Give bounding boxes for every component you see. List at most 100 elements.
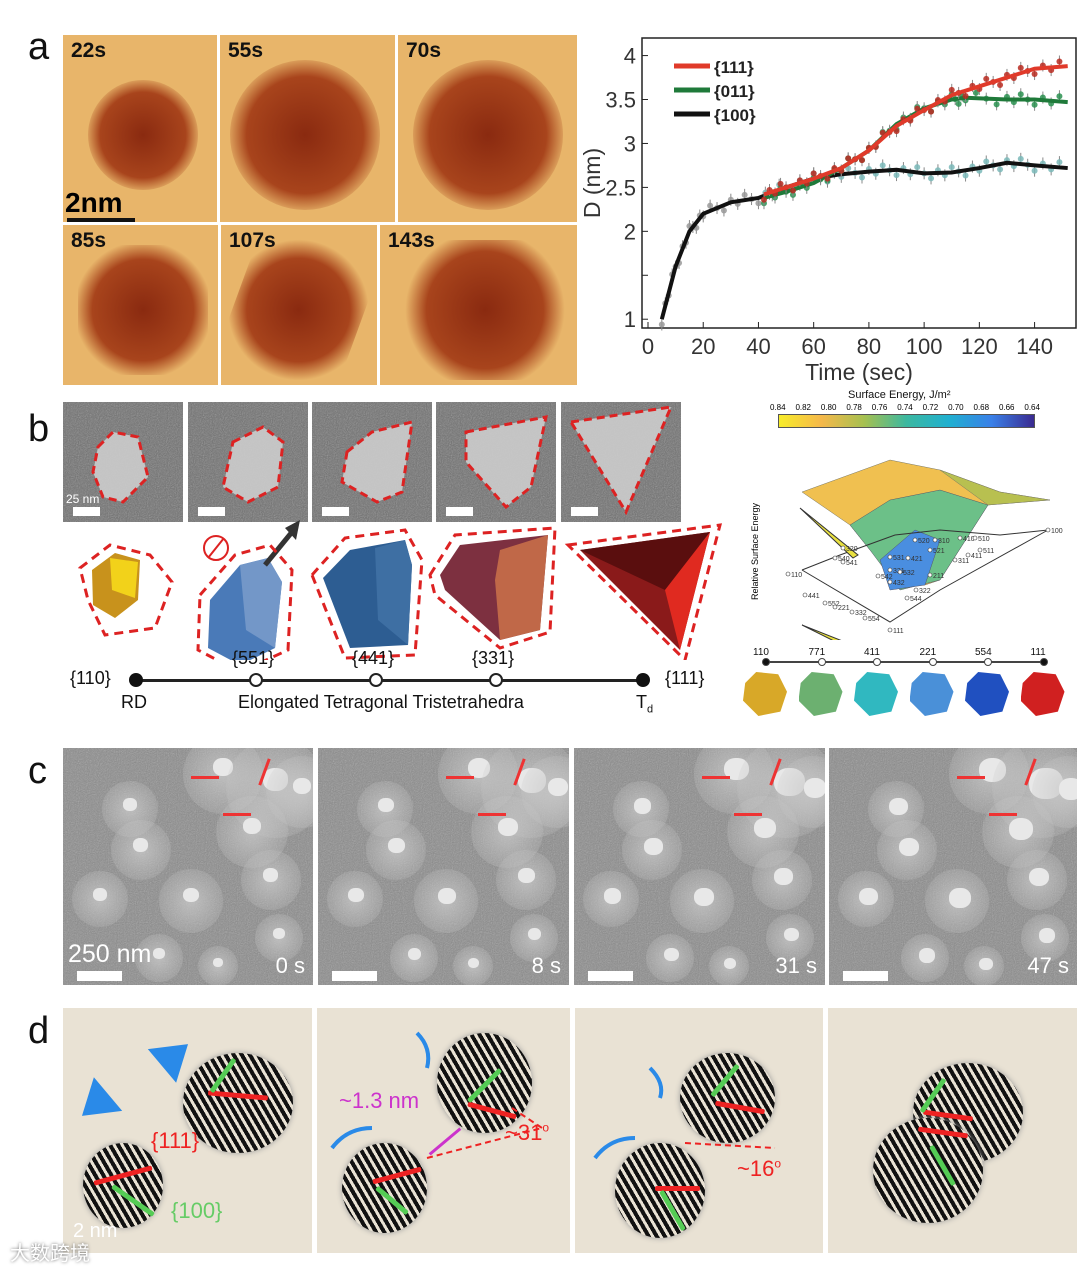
surface-point-label: 441 bbox=[808, 593, 820, 600]
arrow bbox=[263, 530, 294, 567]
surface-point-label: 554 bbox=[868, 616, 880, 623]
colorbar-ticks: 0.84 0.82 0.80 0.78 0.76 0.74 0.72 0.70 0.68 0.66… bbox=[770, 403, 1040, 415]
scale-bar-label: 250 nm bbox=[68, 940, 152, 968]
surface-point-label: 540 bbox=[838, 556, 850, 563]
panel-label-d: d bbox=[28, 1010, 50, 1052]
surface-point bbox=[912, 537, 918, 543]
x-tick-label: 0 bbox=[642, 334, 654, 359]
axis-node bbox=[762, 658, 770, 666]
surface-point bbox=[785, 571, 791, 577]
data-point bbox=[760, 196, 767, 203]
tristetrahedron-551 bbox=[196, 520, 300, 660]
data-point bbox=[997, 82, 1004, 89]
surface-point-label: 432 bbox=[893, 580, 905, 587]
data-point bbox=[824, 175, 831, 182]
scale-bar-label: 2 nm bbox=[73, 1220, 118, 1242]
sem-image bbox=[63, 402, 183, 522]
data-point bbox=[983, 75, 990, 82]
red-arrow-icon bbox=[191, 776, 219, 779]
tem-frame: 22s 2nm bbox=[63, 35, 217, 222]
crystal-shape bbox=[909, 672, 954, 716]
shape-timeline bbox=[136, 679, 643, 682]
x-tick-label: 20 bbox=[691, 334, 715, 359]
data-point bbox=[1056, 58, 1063, 65]
facet-label: {441} bbox=[352, 648, 395, 668]
bottom-axis-label: 411 bbox=[864, 647, 880, 658]
colorbar-tick: 0.80 bbox=[820, 403, 837, 412]
surface-point bbox=[887, 567, 893, 573]
rd-label: RD bbox=[121, 692, 147, 712]
data-point bbox=[845, 155, 852, 162]
surface-point bbox=[887, 579, 893, 585]
surface-point bbox=[862, 615, 868, 621]
surface-point bbox=[840, 545, 846, 551]
x-tick-label: 40 bbox=[746, 334, 770, 359]
colorbar-tick: 0.82 bbox=[795, 403, 812, 412]
legend-entry: {100} bbox=[714, 106, 756, 125]
frame-time: 70s bbox=[406, 39, 442, 62]
data-point bbox=[962, 172, 969, 179]
frame-time: 22s bbox=[71, 39, 107, 62]
data-point bbox=[741, 191, 748, 198]
crystal-shape bbox=[854, 672, 898, 716]
surface-point-label: 531 bbox=[893, 555, 905, 562]
colorbar-title: Surface Energy, J/m² bbox=[848, 389, 951, 401]
bottom-axis-line bbox=[765, 661, 1043, 663]
data-point bbox=[658, 321, 665, 328]
surface-point bbox=[832, 604, 838, 610]
data-point bbox=[1056, 159, 1063, 166]
series-label: Elongated Tetragonal Tristetrahedra bbox=[238, 692, 524, 712]
y-tick-label: 4 bbox=[624, 44, 636, 69]
x-tick-label: 60 bbox=[801, 334, 825, 359]
legend-entry: {111} bbox=[714, 58, 754, 77]
red-arrow-icon bbox=[446, 776, 474, 779]
colorbar-tick: 0.72 bbox=[922, 403, 939, 412]
hrtem-frame: {111} {100} 2 nm bbox=[63, 1008, 312, 1253]
surface-point bbox=[822, 600, 828, 606]
surface-point-label: 510 bbox=[978, 536, 990, 543]
data-point bbox=[859, 157, 865, 164]
data-point bbox=[879, 162, 886, 169]
timeline-node bbox=[369, 673, 383, 687]
frame-time: 8 s bbox=[531, 953, 561, 978]
axis-node bbox=[873, 658, 881, 666]
tetrahedron bbox=[564, 523, 723, 660]
surface-point-label: 520 bbox=[918, 538, 930, 545]
no-sign-icon bbox=[203, 535, 229, 561]
surface-point-label: 521 bbox=[933, 548, 945, 555]
sem-image bbox=[561, 402, 681, 522]
series-line-0 bbox=[763, 64, 1068, 197]
crystal-shape bbox=[743, 672, 787, 716]
red-arrow-icon bbox=[223, 813, 251, 816]
td-label: Td bbox=[636, 692, 654, 716]
red-arrow-icon bbox=[957, 776, 985, 779]
surface-point bbox=[849, 609, 855, 615]
x-tick-label: 80 bbox=[857, 334, 881, 359]
surface-point-label: 411 bbox=[971, 553, 982, 560]
colorbar-tick: 0.64 bbox=[1024, 403, 1040, 412]
legend-entry: {011} bbox=[714, 82, 755, 101]
colorbar-tick: 0.66 bbox=[998, 403, 1015, 412]
bottom-axis-label: 110 bbox=[753, 647, 769, 658]
surface-point-label: 532 bbox=[903, 570, 915, 577]
colorbar-tick: 0.78 bbox=[846, 403, 862, 412]
y-tick-label: 2 bbox=[624, 219, 636, 244]
panel-label-b: b bbox=[28, 408, 50, 450]
facet-label: {331} bbox=[472, 648, 515, 668]
surface-point bbox=[965, 552, 971, 558]
frame-time: 47 s bbox=[1027, 953, 1069, 978]
surface-point bbox=[913, 587, 919, 593]
timeline-node bbox=[636, 673, 650, 687]
colorbar bbox=[778, 414, 1035, 428]
sem-frame: 0 s bbox=[63, 748, 313, 985]
data-point bbox=[1031, 101, 1038, 108]
data-point bbox=[948, 164, 955, 171]
data-point bbox=[1017, 64, 1024, 71]
red-arrow-icon bbox=[478, 813, 506, 816]
surface-point-label: 552 bbox=[828, 601, 840, 608]
data-point bbox=[707, 202, 714, 209]
sem-frame: 31 s bbox=[574, 748, 825, 985]
red-arrow-icon bbox=[702, 776, 730, 779]
tem-frame: 70s bbox=[398, 35, 577, 222]
